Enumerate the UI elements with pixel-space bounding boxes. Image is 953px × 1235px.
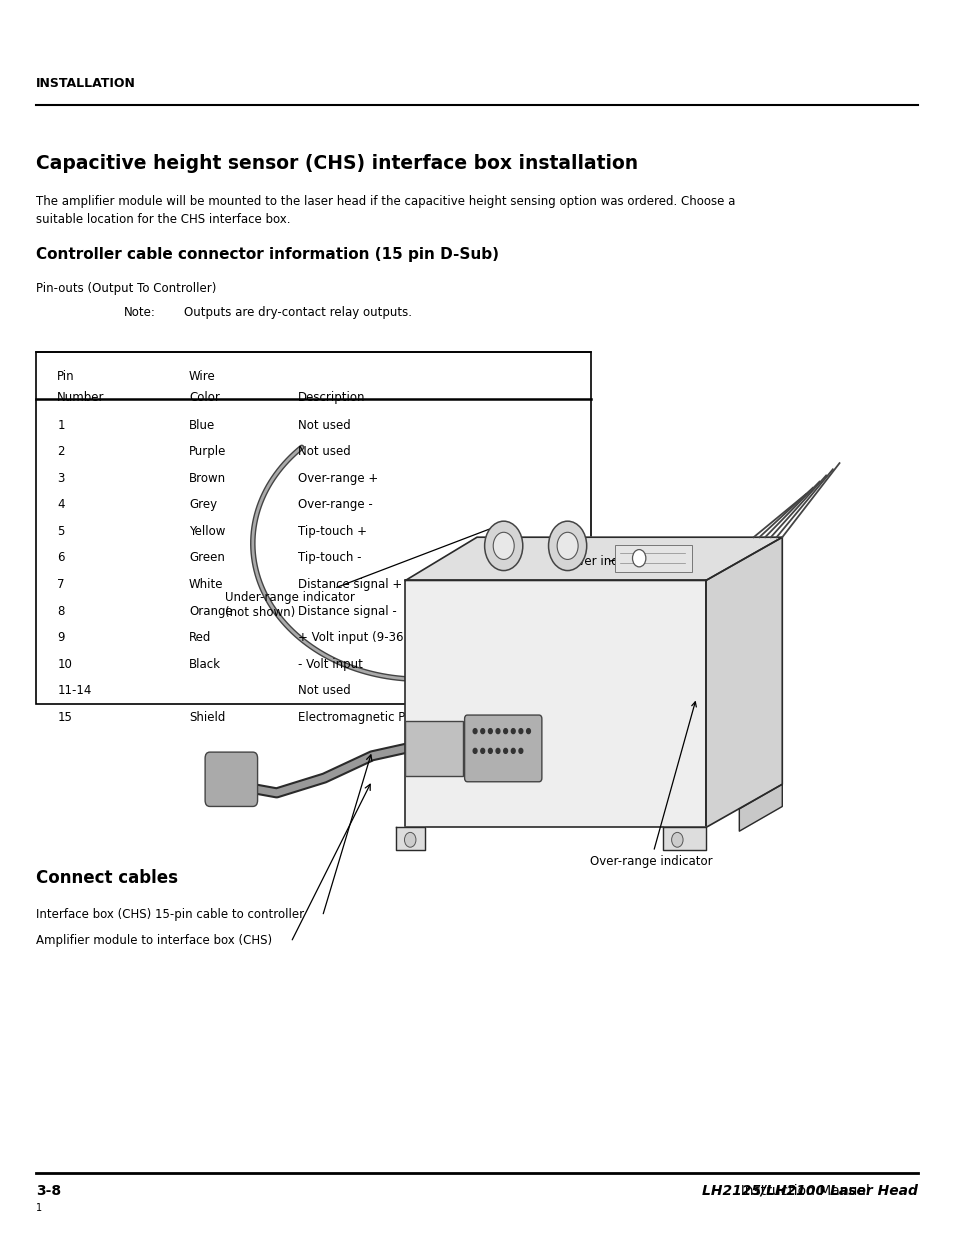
- Text: Connect cables: Connect cables: [36, 869, 178, 888]
- Circle shape: [480, 729, 484, 734]
- Text: Shield: Shield: [189, 710, 225, 724]
- Polygon shape: [705, 537, 781, 827]
- Text: Pin: Pin: [57, 370, 74, 384]
- Text: Tip-touch +: Tip-touch +: [297, 525, 366, 538]
- Text: Brown: Brown: [189, 472, 226, 485]
- Bar: [615, 545, 691, 572]
- Circle shape: [484, 521, 522, 571]
- Text: Over-range +: Over-range +: [297, 472, 377, 485]
- Text: 9: 9: [57, 631, 65, 645]
- FancyBboxPatch shape: [405, 721, 462, 776]
- Polygon shape: [739, 784, 781, 831]
- Text: Red: Red: [189, 631, 211, 645]
- Text: Black: Black: [189, 657, 221, 671]
- Text: 8: 8: [57, 604, 65, 618]
- Text: Not used: Not used: [297, 445, 350, 458]
- Circle shape: [496, 729, 499, 734]
- Bar: [405, 580, 705, 827]
- Text: Yellow: Yellow: [189, 525, 225, 538]
- Text: 5: 5: [57, 525, 65, 538]
- Text: Not used: Not used: [297, 419, 350, 432]
- Text: 6: 6: [57, 551, 65, 564]
- Text: + Volt input (9-36 VDC): + Volt input (9-36 VDC): [297, 631, 436, 645]
- Polygon shape: [405, 537, 781, 580]
- Text: Orange: Orange: [189, 604, 233, 618]
- Circle shape: [511, 729, 515, 734]
- Text: Wire: Wire: [189, 370, 215, 384]
- Text: INSTALLATION: INSTALLATION: [36, 77, 136, 90]
- Text: 2: 2: [57, 445, 65, 458]
- Text: Under-range indicator
(not shown): Under-range indicator (not shown): [225, 525, 499, 619]
- Text: Interface box (CHS) 15-pin cable to controller: Interface box (CHS) 15-pin cable to cont…: [36, 908, 304, 921]
- Bar: [36, 352, 591, 704]
- Circle shape: [518, 729, 522, 734]
- Text: Description: Description: [297, 391, 365, 405]
- Polygon shape: [662, 827, 705, 850]
- Circle shape: [404, 832, 416, 847]
- Circle shape: [557, 532, 578, 559]
- Circle shape: [473, 729, 476, 734]
- Text: Electromagnetic Protection (earth ground): Electromagnetic Protection (earth ground…: [297, 710, 547, 724]
- FancyBboxPatch shape: [205, 752, 257, 806]
- Text: White: White: [189, 578, 223, 592]
- Circle shape: [496, 748, 499, 753]
- Text: Instruction Manual: Instruction Manual: [731, 1184, 869, 1198]
- Circle shape: [503, 748, 507, 753]
- FancyBboxPatch shape: [464, 715, 541, 782]
- Text: 11-14: 11-14: [57, 684, 91, 698]
- Circle shape: [473, 748, 476, 753]
- Text: Controller cable connector information (15 pin D-Sub): Controller cable connector information (…: [36, 247, 498, 262]
- Text: 15: 15: [57, 710, 72, 724]
- Text: Tip-touch -: Tip-touch -: [297, 551, 361, 564]
- Text: 1: 1: [36, 1203, 42, 1213]
- Text: Number: Number: [57, 391, 105, 405]
- Text: Distance signal +: Distance signal +: [297, 578, 401, 592]
- Text: Purple: Purple: [189, 445, 226, 458]
- Text: 10: 10: [57, 657, 72, 671]
- Text: Outputs are dry-contact relay outputs.: Outputs are dry-contact relay outputs.: [184, 306, 412, 320]
- Circle shape: [493, 532, 514, 559]
- Text: Blue: Blue: [189, 419, 215, 432]
- Text: 3-8: 3-8: [36, 1184, 61, 1198]
- Text: 7: 7: [57, 578, 65, 592]
- Circle shape: [503, 729, 507, 734]
- Circle shape: [632, 550, 645, 567]
- Text: 1: 1: [57, 419, 65, 432]
- Text: Grey: Grey: [189, 498, 216, 511]
- Circle shape: [480, 748, 484, 753]
- Text: 4: 4: [57, 498, 65, 511]
- Text: Amplifier module to interface box (CHS): Amplifier module to interface box (CHS): [36, 934, 273, 947]
- Text: Not used: Not used: [297, 684, 350, 698]
- Circle shape: [526, 729, 530, 734]
- Circle shape: [548, 521, 586, 571]
- Text: Distance signal -: Distance signal -: [297, 604, 396, 618]
- Polygon shape: [395, 827, 424, 850]
- Text: - Volt input: - Volt input: [297, 657, 362, 671]
- Text: Pin-outs (Output To Controller): Pin-outs (Output To Controller): [36, 282, 216, 295]
- Text: 3: 3: [57, 472, 65, 485]
- Text: Color: Color: [189, 391, 219, 405]
- Circle shape: [488, 729, 492, 734]
- Text: Power indicator: Power indicator: [560, 552, 652, 568]
- Circle shape: [488, 748, 492, 753]
- Text: Capacitive height sensor (CHS) interface box installation: Capacitive height sensor (CHS) interface…: [36, 154, 638, 173]
- Text: Green: Green: [189, 551, 225, 564]
- Circle shape: [511, 748, 515, 753]
- Text: The amplifier module will be mounted to the laser head if the capacitive height : The amplifier module will be mounted to …: [36, 195, 735, 226]
- Text: Over-range -: Over-range -: [297, 498, 372, 511]
- Text: Over-range indicator: Over-range indicator: [589, 701, 712, 868]
- Circle shape: [518, 748, 522, 753]
- Text: Note:: Note:: [124, 306, 155, 320]
- Text: LH2125/LH2100 Laser Head: LH2125/LH2100 Laser Head: [701, 1184, 917, 1198]
- Circle shape: [671, 832, 682, 847]
